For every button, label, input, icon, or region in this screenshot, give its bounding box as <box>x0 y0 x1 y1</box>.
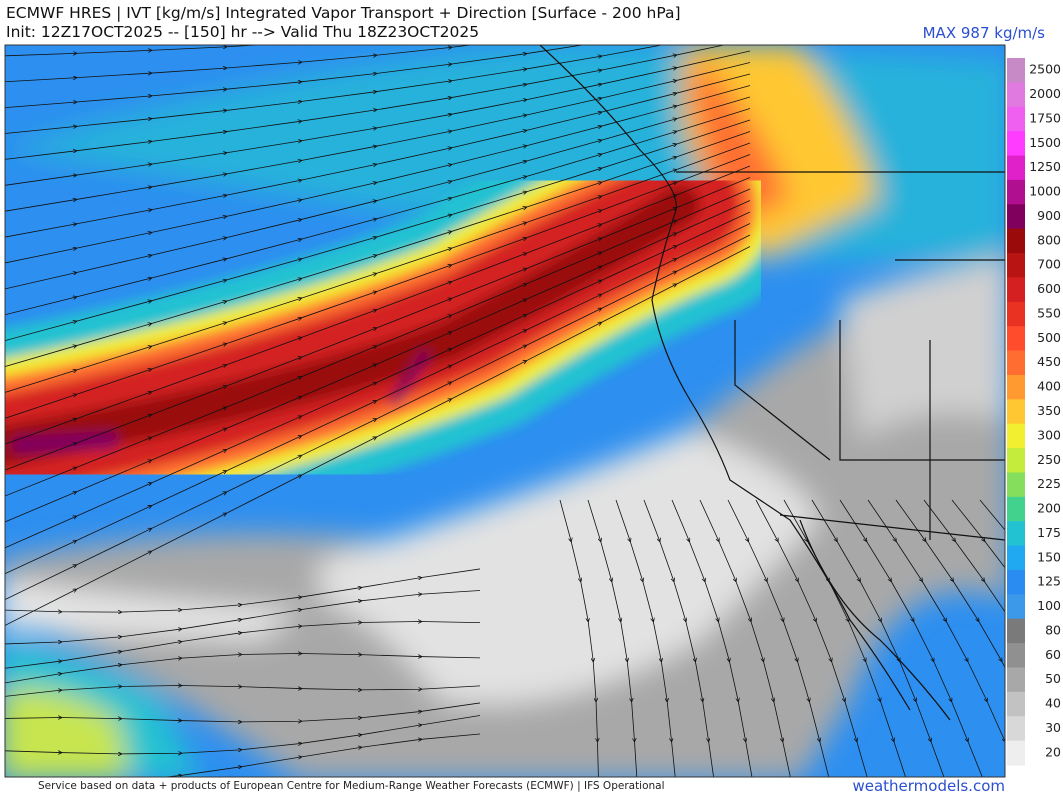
colorbar-cell <box>1007 399 1025 425</box>
colorbar-cell <box>1007 131 1025 157</box>
colorbar-cell <box>1007 569 1025 595</box>
colorbar-label: 450 <box>1037 354 1061 369</box>
colorbar-cell <box>1007 253 1025 278</box>
colorbar-label: 400 <box>1037 379 1061 394</box>
colorbar-label: 60 <box>1045 647 1061 662</box>
colorbar-cell <box>1007 82 1025 108</box>
colorbar-label: 1500 <box>1029 135 1061 150</box>
colorbar-cell <box>1007 691 1025 717</box>
colorbar-cell <box>1007 496 1025 522</box>
streamline <box>923 499 1005 797</box>
colorbar-label: 175 <box>1037 525 1061 540</box>
colorbar-label: 300 <box>1037 427 1061 442</box>
streamline <box>0 733 481 777</box>
colorbar-cell <box>1007 716 1025 742</box>
colorbar-cell <box>1007 472 1025 498</box>
colorbar-label: 20 <box>1045 744 1061 759</box>
colorbar-cell <box>1007 106 1025 132</box>
colorbar-label: 80 <box>1045 622 1061 637</box>
colorbar-label: 30 <box>1045 720 1061 735</box>
colorbar-label: 900 <box>1037 208 1061 223</box>
colorbar-cell <box>1007 301 1025 327</box>
colorbar-cell <box>1007 521 1025 547</box>
colorbar-label: 600 <box>1037 281 1061 296</box>
colorbar-label: 1750 <box>1029 110 1061 125</box>
coastline <box>539 45 1005 721</box>
map-frame <box>4 44 1006 778</box>
colorbar-label: 550 <box>1037 305 1061 320</box>
colorbar-cell <box>1007 155 1025 181</box>
title: ECMWF HRES | IVT [kg/m/s] Integrated Vap… <box>6 4 681 22</box>
colorbar-label: 1000 <box>1029 184 1061 199</box>
colorbar-cell <box>1007 740 1025 766</box>
streamline <box>5 702 481 722</box>
colorbar-label: 200 <box>1037 501 1061 516</box>
max-label: MAX 987 kg/m/s <box>922 24 1045 42</box>
colorbar: 2500 2000 1750 1500 1250 1000 900 800 700 600 550 5… <box>1007 58 1061 766</box>
colorbar-label: 250 <box>1037 452 1061 467</box>
colorbar-label: 150 <box>1037 549 1061 564</box>
colorbar-cell <box>1007 179 1025 205</box>
streamline <box>0 0 750 30</box>
colorbar-label: 500 <box>1037 330 1061 345</box>
colorbar-cell <box>1007 350 1025 376</box>
colorbar-label: 1250 <box>1029 159 1061 174</box>
colorbar-label: 2000 <box>1029 86 1061 101</box>
colorbar-label: 800 <box>1037 232 1061 247</box>
colorbar-label: 125 <box>1037 574 1061 589</box>
subtitle: Init: 12Z17OCT2025 -- [150] hr --> Valid… <box>6 23 480 41</box>
streamline <box>5 686 481 697</box>
colorbar-cell <box>1007 618 1025 644</box>
colorbar-label: 700 <box>1037 257 1061 272</box>
colorbar-cell <box>1007 545 1025 571</box>
colorbar-label: 350 <box>1037 403 1061 418</box>
streamline <box>951 499 1005 797</box>
colorbar-label: 2500 <box>1029 62 1061 77</box>
colorbar-label: 50 <box>1045 671 1061 686</box>
credit: Service based on data + products of Euro… <box>38 780 665 792</box>
colorbar-cell <box>1007 58 1025 83</box>
colorbar-cell <box>1007 448 1025 473</box>
colorbar-cell <box>1007 277 1025 303</box>
colorbar-cell <box>1007 643 1025 668</box>
colorbar-cell <box>1007 423 1025 449</box>
streamline <box>5 654 481 684</box>
colorbar-cell <box>1007 228 1025 254</box>
colorbar-cell <box>1007 374 1025 400</box>
streamline <box>5 246 751 626</box>
colorbar-cell <box>1007 594 1025 620</box>
site: weathermodels.com <box>852 777 1005 795</box>
colorbar-label: 225 <box>1037 476 1061 491</box>
colorbar-cell <box>1007 326 1025 352</box>
colorbar-cell <box>1007 204 1025 230</box>
colorbar-label: 100 <box>1037 598 1061 613</box>
colorbar-cell <box>1007 667 1025 693</box>
colorbar-label: 40 <box>1045 696 1061 711</box>
